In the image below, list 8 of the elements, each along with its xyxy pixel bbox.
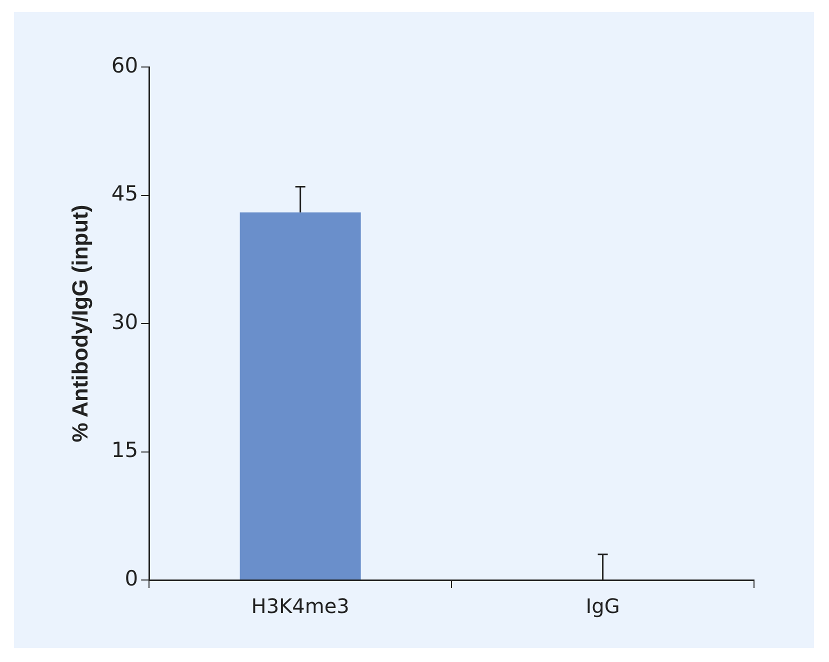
x-tick-label: IgG bbox=[586, 594, 620, 618]
x-tick-label: H3K4me3 bbox=[251, 594, 350, 618]
y-tick-label: 60 bbox=[111, 53, 138, 78]
y-tick-label: 30 bbox=[111, 310, 138, 334]
y-tick-label: 45 bbox=[111, 182, 138, 206]
y-tick-label: 0 bbox=[124, 566, 138, 590]
y-axis-title: % Antibody/IgG (input) bbox=[67, 204, 92, 442]
y-tick-label: 15 bbox=[111, 438, 138, 462]
